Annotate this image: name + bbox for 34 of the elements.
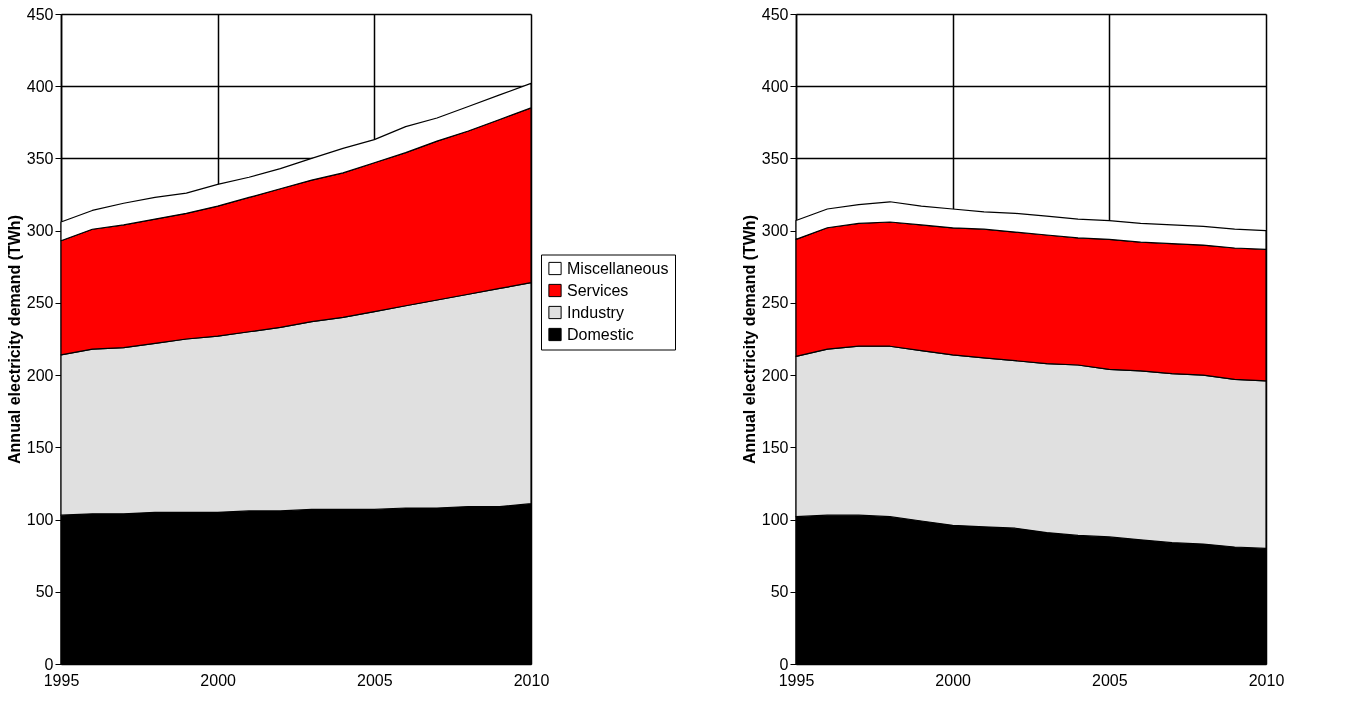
legend-label: Services — [567, 281, 629, 299]
y-tick-label: 400 — [26, 77, 54, 95]
y-tick-label: 450 — [761, 5, 789, 23]
y-axis-title: Annual electricity demand (TWh) — [5, 215, 23, 464]
x-tick-label: 2005 — [1092, 671, 1128, 689]
x-tick-label: 2010 — [513, 671, 550, 689]
x-tick-label: 2000 — [935, 671, 972, 689]
y-tick-label: 150 — [761, 438, 789, 456]
y-tick-label: 350 — [26, 149, 54, 167]
y-axis-title: Annual electricity demand (TWh) — [740, 215, 758, 464]
y-tick-label: 200 — [761, 366, 789, 384]
legend-label: Domestic — [567, 325, 634, 343]
y-tick-label: 200 — [26, 366, 54, 384]
y-tick-label: 100 — [761, 511, 789, 529]
y-tick-label: 300 — [761, 222, 789, 240]
y-tick-label: 50 — [35, 583, 54, 601]
x-tick-label: 1995 — [43, 671, 80, 689]
x-tick-label: 2005 — [357, 671, 393, 689]
x-tick-label: 1995 — [778, 671, 815, 689]
y-tick-label: 0 — [779, 655, 789, 673]
y-tick-label: 150 — [26, 438, 54, 456]
y-tick-label: 250 — [26, 294, 54, 312]
legend-label: Industry — [567, 303, 624, 321]
y-tick-label: 50 — [770, 583, 789, 601]
x-tick-label: 2010 — [1248, 671, 1285, 689]
legend-label: Miscellaneous — [567, 259, 669, 277]
y-tick-label: 300 — [26, 222, 54, 240]
y-tick-label: 0 — [44, 655, 54, 673]
y-tick-label: 350 — [761, 149, 789, 167]
y-tick-label: 400 — [761, 77, 789, 95]
y-tick-label: 100 — [26, 511, 54, 529]
y-tick-label: 450 — [26, 5, 54, 23]
y-tick-label: 250 — [761, 294, 789, 312]
x-tick-label: 2000 — [200, 671, 237, 689]
